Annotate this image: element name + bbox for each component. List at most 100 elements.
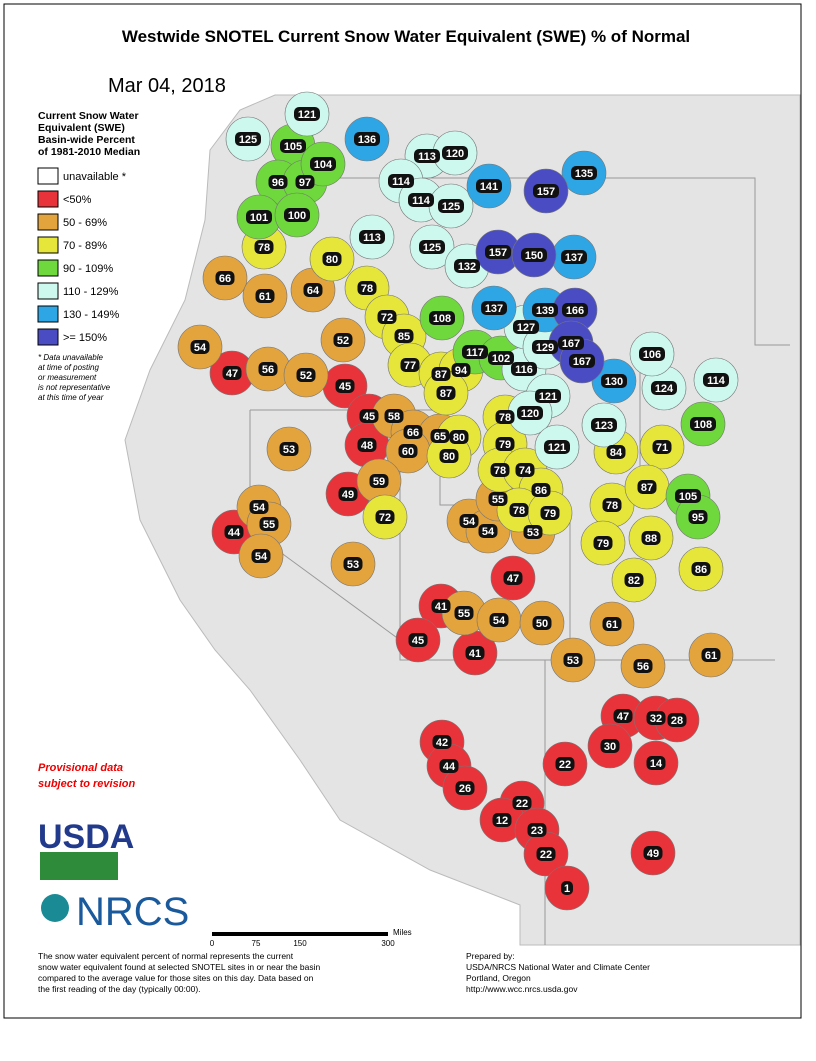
basin-label-box [646,711,666,725]
basin-label-box [235,132,261,146]
basin-label-box [438,199,464,213]
basin-label: 48 [361,440,373,452]
basin-label: 129 [536,342,554,354]
basin-label-box [246,210,272,224]
basin-label-box [268,175,288,189]
nrcs-icon [41,894,69,922]
basin-label: 22 [540,849,552,861]
footer-credit: http://www.wcc.nrcs.usda.gov [466,984,578,994]
basin-label: 125 [423,242,441,254]
date: Mar 04, 2018 [108,75,226,97]
basin-label: 78 [513,505,525,517]
basin-label-box [667,713,687,727]
basin-label-box [651,381,677,395]
basin-label: 114 [707,375,726,387]
basin-label: 88 [645,533,657,545]
basin-label: 49 [342,489,354,501]
legend-title: Current Snow Water [38,110,139,122]
basin-label: 137 [485,303,503,315]
legend-note: is not representative [38,383,111,392]
usda-stripes [40,852,118,880]
basin-label-box [562,303,588,317]
basin-label: 22 [559,759,571,771]
basin-label-box [279,442,299,456]
basin-label: 54 [482,526,495,538]
basin-label: 130 [605,376,623,388]
legend-label: 90 - 109% [63,263,113,275]
basin-label-box [430,429,450,443]
basin-label: 60 [402,446,414,458]
basin-label: 47 [507,573,519,585]
basin-label-box [591,418,617,432]
basin-label: 167 [562,338,580,350]
usda-logo: USDA [38,818,134,856]
basin-label-box [459,514,479,528]
scale-tick: 75 [252,939,261,948]
basin-label-box [495,410,515,424]
basin-label-box [490,463,510,477]
legend-swatch [37,190,59,208]
basin-label-box [515,463,535,477]
basin-label: 78 [606,500,618,512]
basin-label: 42 [436,737,448,749]
basin-label: 104 [314,159,333,171]
basin-label: 41 [435,601,447,613]
basin-label: 77 [404,360,416,372]
basin-label-box [465,646,485,660]
basin-label-box [398,444,418,458]
basin-label-box [561,250,587,264]
basin-label: 78 [258,242,270,254]
basin-label: 139 [536,305,554,317]
basin-label: 71 [656,442,668,454]
basin-label: 113 [363,232,381,244]
basin-label-box [215,271,235,285]
basin-label-box [338,487,358,501]
basin-label: 132 [458,261,476,273]
legend-label: 70 - 89% [63,240,107,252]
basin-label: 47 [226,368,238,380]
basin-label-box [429,311,455,325]
footer: The snow water equivalent percent of nor… [38,951,650,994]
basin-label-box [488,351,514,365]
basin-label-box [357,281,377,295]
basin-label: 114 [412,195,431,207]
basin-label-box [442,146,468,160]
basin-label-box [601,374,627,388]
basin-label-box [633,659,653,673]
basin-label-box [222,366,242,380]
basin-label-box [512,796,532,810]
basin-label: 56 [637,661,649,673]
basin-label-box [606,445,626,459]
basin-label: 87 [641,482,653,494]
basin-label-box [414,149,440,163]
basin-label-box [449,430,469,444]
basin-label-box [294,107,320,121]
basin-label-box [571,166,597,180]
footer-credit: Prepared by: [466,951,515,961]
legend-note: * Data unavailable [38,353,103,362]
basin-label-box [690,417,716,431]
basin-label: 72 [381,312,393,324]
legend-swatch [37,305,59,323]
basin-label: 80 [443,451,455,463]
basin-label-box [613,709,633,723]
basin-label-box [254,240,274,254]
basin-label-box [523,525,543,539]
basin-label: 135 [575,168,593,180]
basin-label: 78 [361,283,373,295]
basin-label: 53 [283,444,295,456]
basin-label: 54 [463,516,476,528]
basin-label: 74 [519,465,532,477]
basin-label-box [503,571,523,585]
basin-label-box [555,757,575,771]
basin-label: 72 [379,512,391,524]
basin-label: 61 [705,650,717,662]
basin-label-box [439,449,459,463]
basin-label: 14 [650,758,663,770]
legend-title: Basin-wide Percent [38,134,135,146]
legend-swatch [37,167,59,185]
basin-label: 41 [469,648,481,660]
